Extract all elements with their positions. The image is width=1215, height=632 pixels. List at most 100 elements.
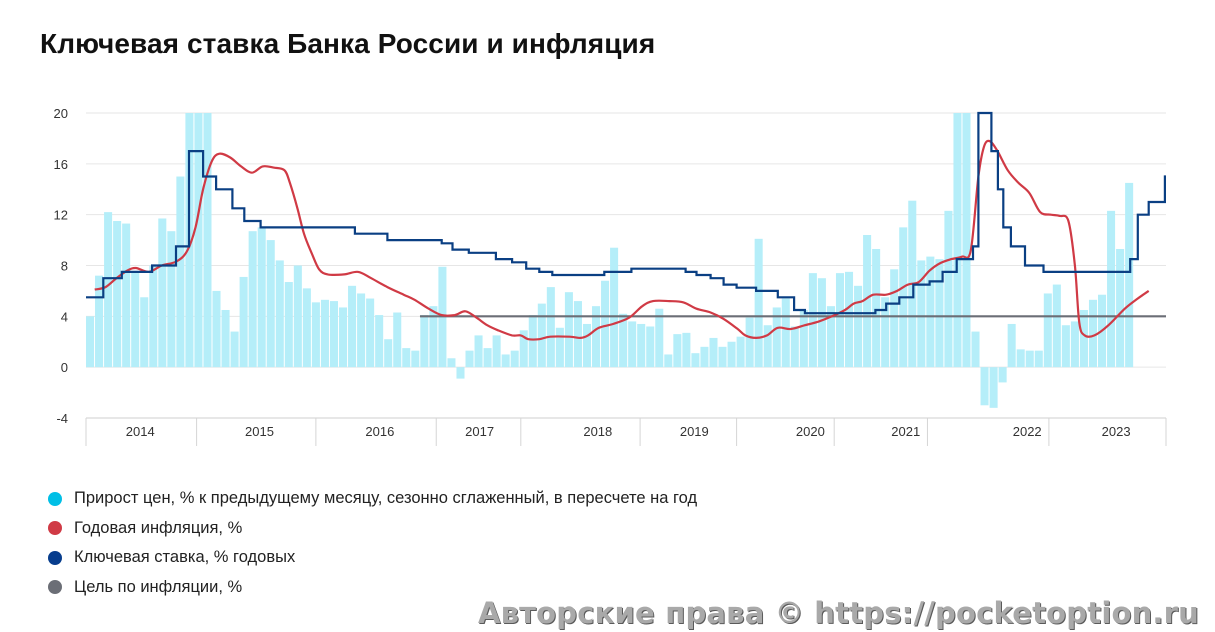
price-growth-bar [411, 350, 420, 368]
price-growth-bar [230, 331, 239, 368]
price-growth-bar [176, 176, 185, 368]
price-growth-bar [872, 248, 881, 368]
price-growth-bar [483, 348, 492, 368]
price-growth-bar [745, 317, 754, 368]
price-growth-bar [881, 297, 890, 368]
legend-item-inflation-target: Цель по инфляции, % [48, 573, 697, 603]
price-growth-bar [366, 298, 375, 368]
price-growth-bar [808, 273, 817, 368]
price-growth-bar [917, 260, 926, 368]
legend-label-inflation-target: Цель по инфляции, % [74, 577, 243, 596]
price-growth-bar [601, 280, 610, 368]
price-growth-bar [709, 337, 718, 368]
price-growth-bar [546, 287, 555, 368]
price-growth-bar [393, 312, 402, 368]
price-growth-bar [1116, 248, 1125, 368]
price-growth-bar [537, 303, 546, 368]
legend-swatch-key-rate [48, 550, 62, 565]
price-growth-bar [329, 301, 339, 368]
price-growth-bar [320, 299, 329, 368]
y-tick-label: 16 [54, 157, 68, 172]
price-growth-bar [628, 321, 637, 368]
price-growth-bar [293, 265, 302, 368]
price-growth-bar [736, 336, 745, 368]
x-tick-label: 2018 [583, 424, 612, 439]
price-growth-bar [284, 282, 293, 368]
price-growth-bar [167, 231, 176, 368]
price-growth-bar [935, 259, 944, 368]
price-growth-bar [339, 307, 348, 368]
price-growth-bar [375, 315, 384, 368]
price-growth-bar [465, 350, 474, 368]
legend-swatch-annual-inflation [48, 521, 62, 536]
price-growth-bar [619, 313, 628, 368]
y-tick-label: 0 [61, 360, 68, 375]
price-growth-bar [646, 326, 655, 368]
price-growth-bar [890, 269, 899, 368]
price-growth-bar [1034, 350, 1043, 368]
price-growth-bar [501, 354, 510, 368]
page-title: Ключевая ставка Банка России и инфляция [40, 28, 656, 59]
price-growth-bar [1052, 284, 1061, 368]
price-growth-bar [348, 285, 357, 368]
legend-label-key-rate: Ключевая ставка, % годовых [74, 548, 296, 567]
price-growth-bar [1007, 323, 1016, 368]
price-growth-bar [989, 367, 998, 408]
x-tick-label: 2020 [796, 424, 825, 439]
price-growth-bar [140, 297, 149, 368]
price-growth-bar [221, 309, 230, 368]
x-tick-label: 2019 [680, 424, 709, 439]
price-growth-bar [781, 298, 790, 368]
price-growth-bar [149, 265, 158, 368]
price-growth-bar [655, 308, 664, 368]
price-growth-bar [962, 113, 971, 368]
price-growth-bar [1125, 182, 1134, 368]
price-growth-bar [718, 346, 727, 368]
price-growth-bar [673, 334, 682, 368]
price-growth-bar [429, 306, 438, 368]
price-growth-bar [944, 210, 953, 368]
price-growth-bar [592, 306, 601, 368]
key-rate-step-line [86, 111, 1166, 315]
x-tick-label: 2016 [365, 424, 394, 439]
price-growth-bar [86, 316, 95, 368]
price-growth-bar [510, 350, 519, 368]
y-tick-label: -4 [56, 411, 68, 426]
price-growth-bar [790, 326, 799, 368]
price-growth-bar [402, 348, 411, 368]
price-growth-bar [727, 341, 736, 368]
price-growth-bar [447, 358, 456, 368]
price-growth-bar [1061, 325, 1070, 368]
price-growth-bar [845, 271, 854, 368]
legend-label-annual-inflation: Годовая инфляция, % [74, 518, 243, 537]
legend-swatch-inflation-target [48, 580, 62, 595]
price-growth-bar [212, 290, 221, 368]
price-growth-bar [456, 367, 465, 379]
price-growth-bar [104, 212, 113, 368]
price-growth-bar [420, 315, 429, 368]
legend-item-annual-inflation: Годовая инфляция, % [48, 514, 697, 544]
price-growth-bar [492, 335, 501, 368]
price-growth-bar [1043, 293, 1052, 368]
legend-swatch-price-growth [48, 491, 62, 506]
x-tick-label: 2021 [891, 424, 920, 439]
price-growth-bar [122, 223, 131, 368]
price-growth-bar [700, 346, 709, 368]
price-growth-bar [248, 231, 257, 368]
price-growth-bar [194, 113, 203, 368]
price-growth-bar [311, 302, 320, 368]
y-tick-label: 4 [61, 309, 68, 324]
price-growth-bar [1079, 309, 1088, 368]
price-growth-bar [555, 327, 564, 368]
price-growth-bar [564, 292, 573, 368]
price-growth-bar [302, 288, 311, 368]
annual-inflation-line [94, 139, 1150, 341]
price-growth-bar [998, 367, 1007, 383]
price-growth-bar [384, 339, 393, 368]
price-growth-bar [1070, 321, 1079, 368]
price-growth-bar [573, 301, 582, 368]
price-growth-bar [799, 309, 808, 368]
price-growth-bar [1025, 350, 1034, 368]
price-growth-bar [519, 330, 528, 368]
